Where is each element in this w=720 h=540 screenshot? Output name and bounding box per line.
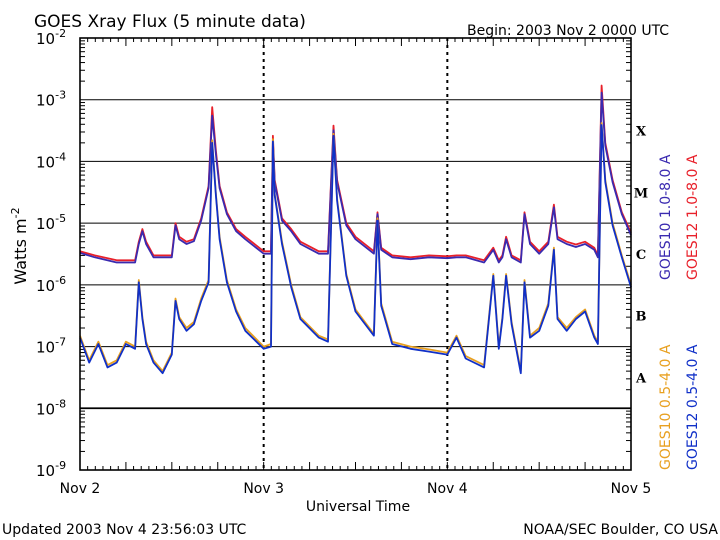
plot-frame: [79, 37, 632, 471]
y-axis-title-base: Watts m: [11, 218, 30, 284]
series-line-3: [79, 122, 632, 373]
series-line-1: [79, 84, 632, 262]
credit-label: NOAA/SEC Boulder, CO USA: [523, 522, 718, 538]
y-axis-title-exponent: -2: [9, 207, 22, 218]
y-tick-label: 10-2: [36, 27, 66, 48]
svg-text:Watts m-2: Watts m-2: [9, 207, 30, 284]
y-tick-labels: 10-2 10-3 10-4 10-5 10-6 10-7 10-8 10-9: [36, 27, 66, 480]
legend-entry: GOES10 1.0-8.0 A: [658, 154, 674, 280]
flare-class-label: A: [635, 371, 647, 386]
legend-column: GOES10 0.5-4.0 A GOES10 1.0-8.0 A: [658, 154, 674, 470]
x-axis-title: Universal Time: [306, 499, 410, 515]
legend: GOES10 0.5-4.0 A GOES10 1.0-8.0 A GOES12 0…: [658, 154, 701, 470]
y-tick-label: 10-8: [36, 397, 66, 418]
begin-time: Begin: 2003 Nov 2 0000 UTC: [467, 23, 669, 39]
chart-title: GOES Xray Flux (5 minute data): [34, 12, 306, 32]
series-layer: [79, 84, 632, 375]
y-tick-label: 10-3: [36, 89, 66, 110]
flare-class-labels: X M C B A: [634, 125, 648, 387]
x-tick-label: Nov 3: [243, 481, 284, 497]
legend-entry: GOES10 0.5-4.0 A: [658, 344, 674, 470]
x-tick-label: Nov 2: [60, 481, 101, 497]
x-tick-label: Nov 5: [611, 481, 652, 497]
x-tick-label: Nov 4: [427, 481, 468, 497]
flare-class-label: M: [634, 186, 648, 201]
y-axis-title: Watts m-2: [9, 207, 30, 284]
series-line-4: [79, 124, 632, 375]
series-line-2: [79, 91, 632, 264]
y-tick-label: 10-4: [36, 150, 66, 171]
y-tick-label: 10-6: [36, 274, 66, 295]
x-tick-labels: Nov 2 Nov 3 Nov 4 Nov 5: [60, 481, 652, 497]
grid-layer: [80, 37, 631, 471]
legend-column: GOES12 0.5-4.0 A GOES12 1.0-8.0 A: [685, 154, 701, 470]
flare-class-label: C: [636, 248, 646, 263]
y-tick-label: 10-9: [36, 459, 66, 480]
y-tick-label: 10-7: [36, 336, 66, 357]
flare-class-label: B: [636, 310, 647, 325]
flare-class-label: X: [636, 125, 647, 140]
legend-entry: GOES12 1.0-8.0 A: [685, 154, 701, 280]
y-tick-label: 10-5: [36, 212, 66, 233]
updated-time: Updated 2003 Nov 4 23:56:03 UTC: [2, 522, 247, 538]
legend-entry: GOES12 0.5-4.0 A: [685, 344, 701, 470]
